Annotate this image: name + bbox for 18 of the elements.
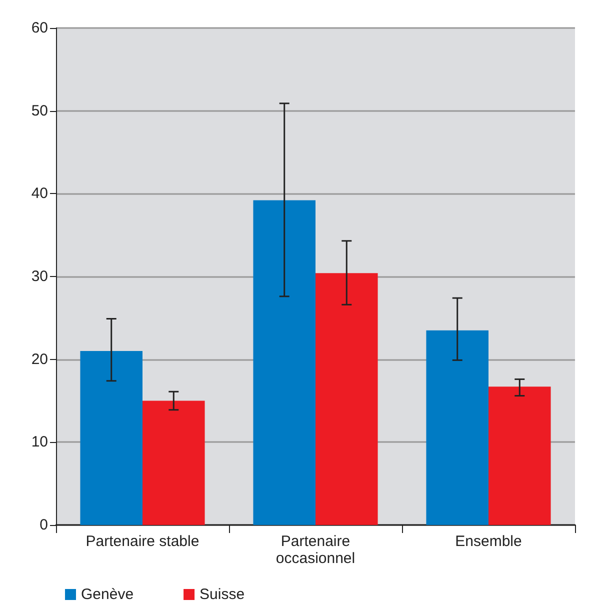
bar bbox=[80, 351, 142, 525]
y-tick-label: 20 bbox=[31, 350, 48, 368]
y-tick-label: 30 bbox=[31, 268, 48, 285]
y-tick-label: 40 bbox=[31, 185, 48, 202]
y-tick-label: 50 bbox=[31, 102, 48, 120]
legend-label: Genève bbox=[81, 586, 134, 603]
y-tick-label: 60 bbox=[31, 20, 48, 36]
bar bbox=[142, 400, 205, 525]
x-tick-label: Partenaire stable bbox=[86, 533, 200, 550]
legend-label: Suisse bbox=[200, 586, 245, 603]
bar bbox=[488, 386, 551, 525]
bar bbox=[426, 330, 488, 525]
bar bbox=[316, 273, 378, 525]
x-tick-label: Partenaire occasionnel bbox=[276, 533, 356, 567]
y-tick-label: 0 bbox=[40, 516, 48, 534]
x-tick-label: Ensemble bbox=[455, 533, 522, 550]
bar bbox=[253, 200, 316, 525]
y-tick-label: 10 bbox=[31, 434, 48, 451]
